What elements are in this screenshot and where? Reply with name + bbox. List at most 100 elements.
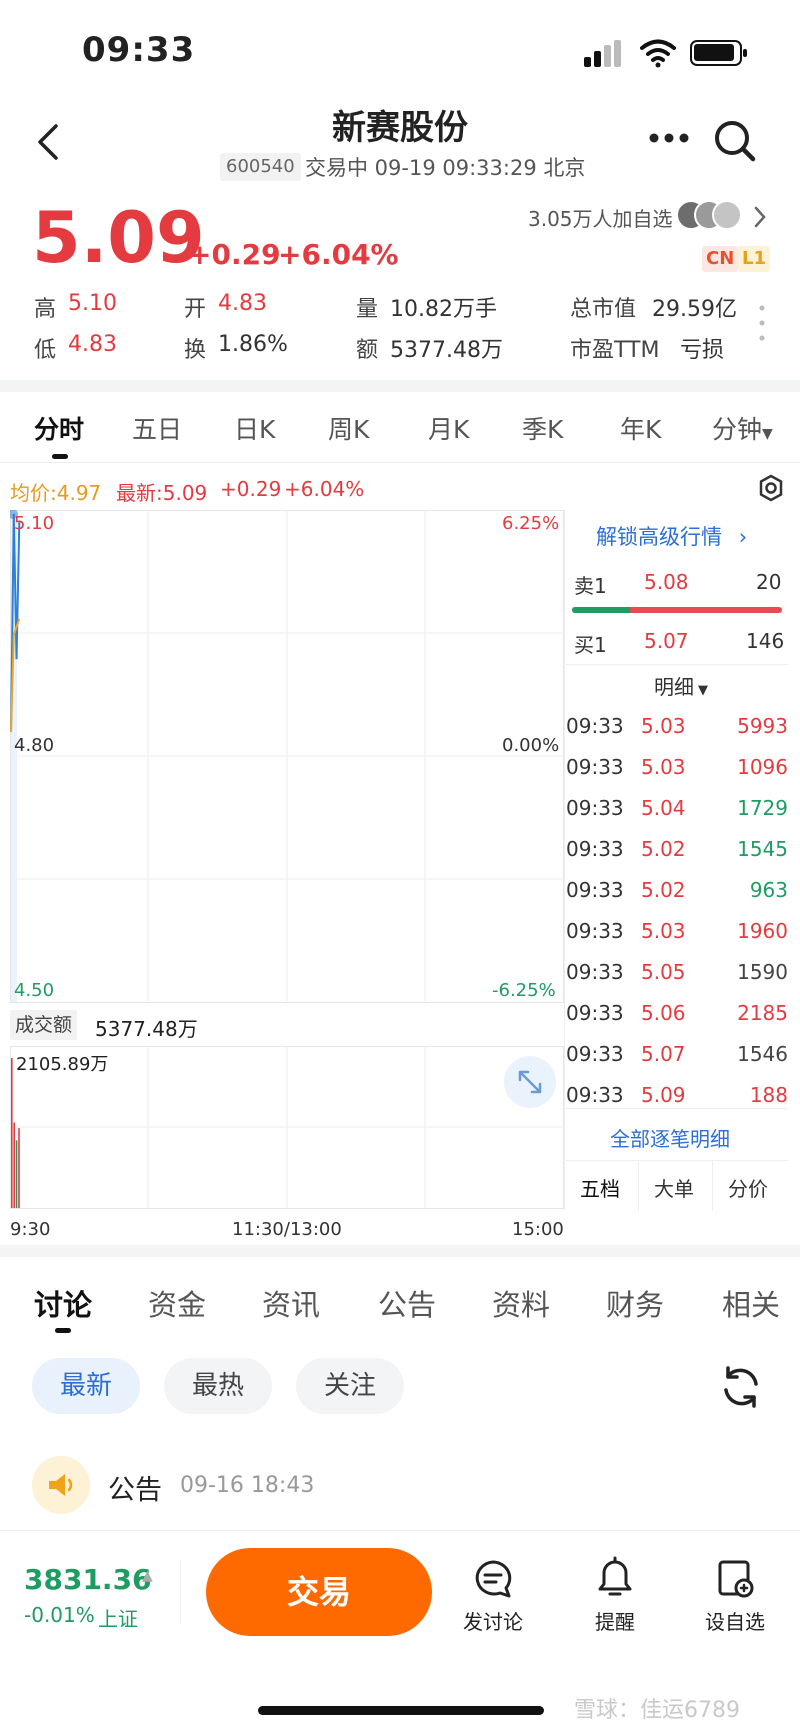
- chevron-right-icon[interactable]: [752, 205, 768, 229]
- expand-icon: [518, 1070, 542, 1094]
- home-indicator[interactable]: [258, 1706, 544, 1715]
- stat-label-volume: 量: [356, 297, 379, 322]
- order-book-panel: [564, 510, 790, 1210]
- settings-icon[interactable]: [756, 473, 786, 503]
- tick-row: 09:33 5.09 188: [566, 1083, 788, 1124]
- filter-latest[interactable]: 最新: [32, 1358, 140, 1414]
- tab-funds[interactable]: 资金: [148, 1288, 207, 1322]
- add-watchlist-icon[interactable]: [716, 1558, 756, 1600]
- wifi-icon: [640, 39, 676, 68]
- tab-related[interactable]: 相关: [722, 1288, 781, 1322]
- filter-following[interactable]: 关注: [296, 1358, 404, 1414]
- stat-label-market-cap: 总市值: [570, 297, 637, 322]
- tab-news[interactable]: 资讯: [262, 1288, 321, 1322]
- index-change: -0.01%: [24, 1603, 95, 1627]
- reminder-label[interactable]: 提醒: [595, 1610, 635, 1634]
- tab-financials[interactable]: 财务: [606, 1288, 665, 1322]
- post-type[interactable]: 公告: [108, 1475, 162, 1506]
- tab-profile[interactable]: 资料: [492, 1288, 551, 1322]
- stat-value-amount: 5377.48万: [390, 338, 503, 363]
- post-discussion-icon[interactable]: [472, 1558, 514, 1600]
- stat-label-amount: 额: [356, 338, 379, 363]
- tab-intraday[interactable]: 分时: [34, 415, 85, 444]
- tick-row: 09:33 5.03 1960: [566, 919, 788, 960]
- tick-time: 09:33: [566, 1001, 624, 1025]
- post-discussion-label[interactable]: 发讨论: [463, 1610, 523, 1634]
- stat-label-open: 开: [184, 297, 207, 322]
- volume-label: 成交额: [10, 1010, 78, 1040]
- tick-row: 09:33 5.06 2185: [566, 1001, 788, 1042]
- tick-row: 09:33 5.03 1096: [566, 755, 788, 796]
- tick-row: 09:33 5.02 963: [566, 878, 788, 919]
- tick-time: 09:33: [566, 878, 624, 902]
- avg-price-label: 均价:4.97: [10, 481, 102, 505]
- more-icon[interactable]: [648, 132, 690, 144]
- stat-label-turnover: 换: [184, 338, 207, 363]
- latest-change-label: +0.29: [220, 477, 282, 501]
- stat-value-high: 5.10: [68, 291, 117, 316]
- add-watchlist-label[interactable]: 设自选: [705, 1610, 765, 1634]
- buy1-price: 5.07: [644, 629, 689, 653]
- y-label-high: 5.10: [14, 513, 55, 534]
- volume-bar: [11, 1058, 13, 1208]
- volume-total: 5377.48万: [95, 1017, 198, 1041]
- y-right-label-mid: 0.00%: [502, 735, 560, 756]
- refresh-icon[interactable]: [718, 1364, 764, 1410]
- latest-pct-label: +6.04%: [284, 477, 365, 501]
- back-icon[interactable]: [34, 122, 62, 162]
- unlock-advanced-link[interactable]: 解锁高级行情 ›: [596, 521, 747, 551]
- tick-row: 09:33 5.07 1546: [566, 1042, 788, 1083]
- expand-dots-icon[interactable]: [758, 304, 766, 342]
- tab-weekly-k[interactable]: 周K: [328, 415, 370, 444]
- tab-announcements[interactable]: 公告: [378, 1288, 437, 1322]
- detail-dropdown[interactable]: 明细 ▼: [654, 671, 708, 700]
- volume-bar: [18, 1128, 20, 1208]
- watermark: 雪球：佳运6789: [574, 1698, 740, 1723]
- stat-label-low: 低: [34, 338, 57, 363]
- trade-button[interactable]: 交易: [206, 1548, 432, 1636]
- stat-value-market-cap: 29.59亿: [652, 297, 737, 322]
- fullscreen-button[interactable]: [504, 1056, 556, 1108]
- bottom-bar-divider: [0, 1530, 800, 1531]
- tick-row: 09:33 5.02 1545: [566, 837, 788, 878]
- tab-discussion[interactable]: 讨论: [34, 1288, 93, 1322]
- tab-active-indicator: [55, 1328, 71, 1333]
- tick-price: 5.05: [641, 960, 686, 984]
- stat-value-volume: 10.82万手: [390, 297, 497, 322]
- all-ticks-link[interactable]: 全部逐笔明细: [610, 1127, 730, 1151]
- tab-yearly-k[interactable]: 年K: [620, 415, 662, 444]
- bell-icon[interactable]: [594, 1556, 636, 1600]
- tab-daily-k[interactable]: 日K: [234, 415, 276, 444]
- tab-five-day[interactable]: 五日: [132, 415, 183, 444]
- price-line: [10, 513, 21, 732]
- filter-hot[interactable]: 最热: [164, 1358, 272, 1414]
- follow-count[interactable]: 3.05万人加自选: [528, 207, 673, 231]
- badge-l1: L1: [738, 246, 770, 272]
- tab-monthly-k[interactable]: 月K: [428, 415, 470, 444]
- stat-label-pe: 市盈TTM: [570, 338, 660, 363]
- search-icon[interactable]: [712, 118, 758, 164]
- tick-time: 09:33: [566, 837, 624, 861]
- tick-price: 5.03: [641, 755, 686, 779]
- order-book-divider: [566, 1108, 788, 1109]
- post-time: 09-16 18:43: [180, 1473, 315, 1498]
- tick-volume: 1546: [737, 1042, 788, 1066]
- stock-code: 600540: [220, 153, 301, 181]
- tick-volume: 2185: [737, 1001, 788, 1025]
- index-value[interactable]: 3831.36: [24, 1563, 152, 1596]
- detail-label: 明细: [654, 675, 694, 699]
- subtab-big-orders[interactable]: 大单: [654, 1177, 694, 1201]
- tick-price: 5.03: [641, 714, 686, 738]
- tab-quarterly-k[interactable]: 季K: [522, 415, 564, 444]
- intraday-chart[interactable]: [10, 510, 564, 1210]
- subtab-price-split[interactable]: 分价: [728, 1177, 768, 1201]
- tick-volume: 1960: [737, 919, 788, 943]
- unlock-label: 解锁高级行情: [596, 525, 722, 549]
- subtab-five-levels[interactable]: 五档: [580, 1177, 620, 1201]
- follower-avatars[interactable]: [676, 200, 742, 232]
- y-right-label-high: 6.25%: [502, 513, 560, 534]
- x-label-open: 9:30: [10, 1219, 51, 1240]
- tick-price: 5.07: [641, 1042, 686, 1066]
- tick-time: 09:33: [566, 1083, 624, 1107]
- tab-minute[interactable]: 分钟▼: [712, 410, 773, 446]
